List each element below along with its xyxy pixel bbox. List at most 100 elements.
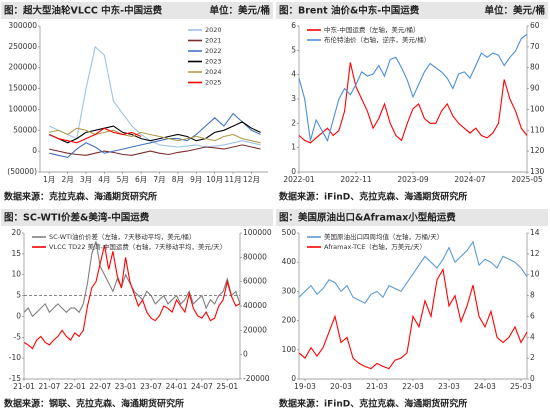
x-tick-label: 9月 xyxy=(190,175,202,184)
x-tick-label: 1月 xyxy=(43,175,55,184)
y2-tick-label: 60 xyxy=(530,21,540,30)
series-line xyxy=(49,112,261,158)
y2-tick-label: 80000 xyxy=(243,252,267,261)
x-tick-label: 23-03 xyxy=(438,382,460,391)
y-tick-label: 0 xyxy=(291,167,296,176)
chart-title: 图：Brent 油价&中东-中国运费 xyxy=(279,5,420,17)
x-tick-label: 5月 xyxy=(117,175,129,184)
y2-tick-label: 60000 xyxy=(243,277,267,286)
y2-tick-label: 110 xyxy=(530,125,545,134)
title-bar xyxy=(276,2,548,19)
x-tick-label: 2024-07 xyxy=(454,175,486,184)
y2-tick-label: 90 xyxy=(530,84,540,93)
y-tick-label: 0 xyxy=(16,311,21,320)
x-tick-label: 6月 xyxy=(135,175,147,184)
y-tick-label: 4 xyxy=(291,70,296,79)
y-tick-label: -5 xyxy=(14,332,22,341)
x-tick-label: 2022-11 xyxy=(340,175,372,184)
y2-tick-label: 12 xyxy=(530,249,540,258)
y-tick-label: 0 xyxy=(291,374,296,383)
x-tick-label: 4月 xyxy=(98,175,110,184)
series-line xyxy=(48,121,261,144)
y-tick-label: 200 xyxy=(282,316,297,325)
y2-tick-label: 100 xyxy=(530,104,545,113)
legend-label: 2023 xyxy=(205,58,222,66)
unit-label: 单位：美元/桶 xyxy=(210,5,270,17)
x-tick-label: 2025-05 xyxy=(511,175,543,184)
legend-label: 2024 xyxy=(205,68,222,76)
x-tick-label: 22-07 xyxy=(89,382,111,391)
y2-tick-label: 80 xyxy=(530,63,540,72)
y2-tick-label: 2 xyxy=(530,353,535,362)
series-line xyxy=(298,240,528,304)
y-tick-label: 300 xyxy=(282,286,297,295)
series-line xyxy=(298,62,528,144)
y2-tick-label: 0 xyxy=(243,350,248,359)
y-tick-label: 2 xyxy=(291,118,296,127)
x-tick-label: 19-03 xyxy=(294,382,316,391)
x-tick-label: 23-07 xyxy=(140,382,162,391)
y2-tick-label: 40000 xyxy=(243,301,267,310)
series-line xyxy=(298,33,528,143)
x-tick-label: 23-01 xyxy=(115,382,137,391)
y-tick-label: 5 xyxy=(16,291,21,300)
y-tick-label: 6 xyxy=(291,21,296,30)
y-tick-label: 10 xyxy=(11,270,21,279)
y-tick-label: 200000 xyxy=(8,63,37,72)
series-line xyxy=(23,241,241,318)
y-tick-label: -15 xyxy=(9,374,21,383)
legend-label: 美国原油出口四周均值（左轴，万桶/天） xyxy=(324,232,443,241)
series-line xyxy=(298,267,528,370)
x-tick-label: 2022-01 xyxy=(283,175,315,184)
y2-tick-label: 130 xyxy=(530,167,545,176)
x-tick-label: 12月 xyxy=(243,175,260,184)
legend-label: 2021 xyxy=(205,37,222,45)
unit-label: 单位：美元/桶 xyxy=(485,5,545,17)
x-tick-label: 7月 xyxy=(153,175,165,184)
x-tick-label: 22-03 xyxy=(402,382,424,391)
y2-tick-label: 0 xyxy=(530,374,535,383)
y2-tick-label: 14 xyxy=(530,228,540,237)
series-line xyxy=(49,144,261,156)
legend-label: 布伦特油价（右轴，逆序，美元/桶） xyxy=(324,35,430,44)
x-tick-label: 25-03 xyxy=(510,382,532,391)
x-tick-label: 21-07 xyxy=(39,382,61,391)
y2-tick-label: -20000 xyxy=(243,374,270,383)
series-line xyxy=(23,245,241,350)
y-tick-label: 5 xyxy=(291,45,296,54)
y2-tick-label: 100000 xyxy=(243,228,272,237)
legend-label: 2022 xyxy=(205,47,222,55)
x-tick-label: 24-07 xyxy=(191,382,213,391)
chart-title: 图：SC-WTI价差&美湾-中国运费 xyxy=(4,212,150,224)
x-tick-label: 24-01 xyxy=(166,382,188,391)
x-tick-label: 22-01 xyxy=(64,382,86,391)
x-tick-label: 20-03 xyxy=(330,382,352,391)
y-tick-label: 15 xyxy=(11,249,21,258)
legend-label: 2020 xyxy=(205,26,222,34)
series-line xyxy=(49,127,261,144)
y-tick-label: 3 xyxy=(291,94,296,103)
x-tick-label: 3月 xyxy=(80,175,92,184)
y2-tick-label: 10 xyxy=(530,270,540,279)
chart-title: 图：超大型油轮VLCC 中东-中国运费 xyxy=(4,5,163,17)
source-note: 数据来源：克拉克森、海通期货研究所 xyxy=(4,191,157,203)
y2-tick-label: 8 xyxy=(530,291,535,300)
y-tick-label: 250000 xyxy=(8,42,37,51)
legend-label: 中东-中国运费（左轴，美元/桶） xyxy=(324,25,420,34)
y2-tick-label: 20000 xyxy=(243,325,267,334)
series-line xyxy=(48,45,261,148)
y-tick-label: 500 xyxy=(282,228,297,237)
y-tick-label: 1 xyxy=(291,143,296,152)
title-bar xyxy=(1,209,273,226)
y-tick-label: 50000 xyxy=(13,125,37,134)
y2-tick-label: 70 xyxy=(530,42,540,51)
y-tick-label: -10 xyxy=(9,353,21,362)
source-note: 数据来源：钢联、克拉克森、海通期货研究所 xyxy=(4,398,184,410)
x-tick-label: 11月 xyxy=(225,175,242,184)
title-bar xyxy=(1,2,273,19)
chart-title: 图：美国原油出口&Aframax小型船运费 xyxy=(279,212,456,224)
y-tick-label: 20 xyxy=(11,228,21,237)
series-line xyxy=(48,127,142,144)
x-tick-label: 24-03 xyxy=(474,382,496,391)
